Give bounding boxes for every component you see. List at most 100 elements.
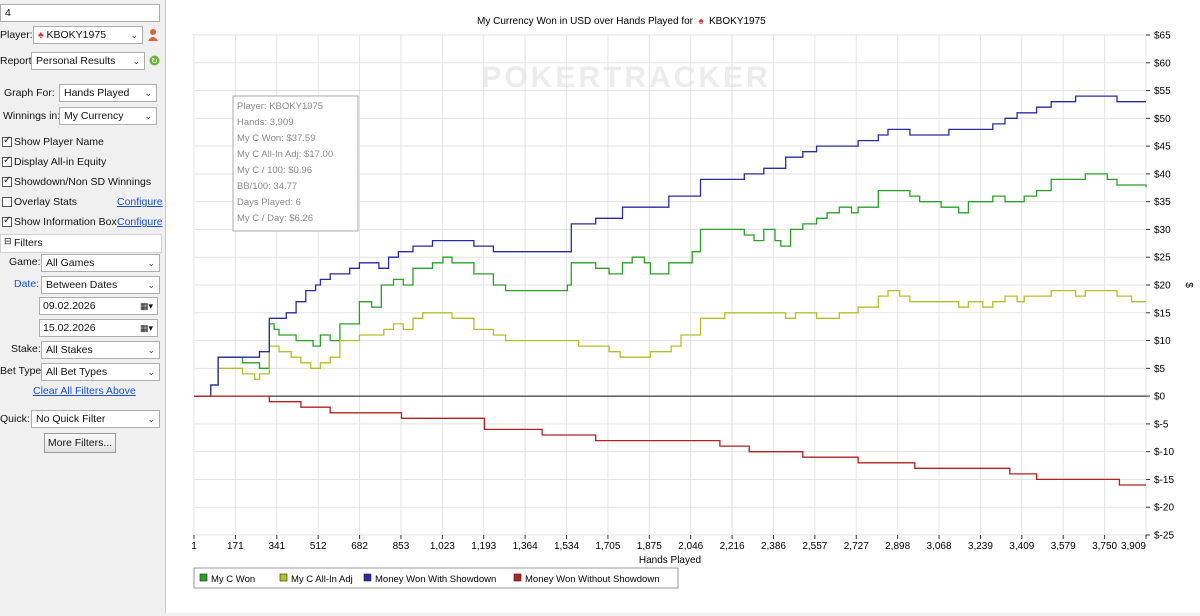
calendar-icon[interactable]: ▦▾	[139, 301, 153, 311]
checkbox[interactable]	[2, 135, 12, 147]
chevron-down-icon: ⌄	[132, 56, 140, 66]
y-tick-label: $-5	[1154, 419, 1169, 430]
legend-swatch	[279, 573, 288, 582]
configure-overlay-link[interactable]: Configure	[117, 196, 163, 208]
chart-legend: My C Won My C All-In Adj Money Won With Sh…	[193, 567, 679, 589]
checkbox-showdown-winnings[interactable]: Showdown/Non SD Winnings	[0, 172, 165, 192]
x-axis-label: Hands Played	[639, 555, 701, 566]
x-tick-label: 3,409	[1009, 541, 1034, 552]
winnings-value: My Currency	[64, 110, 124, 122]
checkbox-overlay-stats[interactable]: Overlay Stats Configure	[0, 192, 165, 212]
information-box[interactable]: Player: KBOKY1975 Hands: 3,909 My C Won: $…	[232, 95, 359, 232]
graph-for-select[interactable]: Hands Played ⌄	[59, 84, 157, 102]
spade-title-icon: ♠	[698, 16, 704, 27]
x-tick-label: 1,875	[637, 541, 662, 552]
quick-filter-value: No Quick Filter	[36, 413, 106, 425]
x-tick-label: 341	[268, 541, 285, 552]
chevron-down-icon: ⌄	[147, 280, 155, 290]
series-line-0	[194, 173, 1147, 397]
collapse-icon[interactable]: ⊟	[4, 236, 12, 246]
checkbox[interactable]	[2, 155, 12, 167]
bet-type-label: Bet Type:	[0, 365, 45, 377]
report-select[interactable]: Personal Results ⌄	[31, 52, 145, 70]
checkbox[interactable]	[2, 175, 12, 187]
y-tick-label: $55	[1154, 86, 1171, 97]
report-select-value: Personal Results	[36, 55, 116, 67]
x-tick-label: 1,364	[513, 541, 538, 552]
info-box-line: My C All-In Adj: $17.00	[237, 149, 333, 160]
x-tick-label: 2,046	[678, 541, 703, 552]
checkbox-label: Show Information Box	[14, 216, 117, 228]
filters-header[interactable]: ⊟ Filters	[0, 234, 162, 253]
more-filters-button[interactable]: More Filters...	[44, 433, 116, 453]
chevron-down-icon: ⌄	[144, 88, 152, 98]
y-tick-label: $-25	[1154, 531, 1174, 542]
legend-swatch	[199, 573, 208, 582]
y-tick-label: $35	[1154, 197, 1171, 208]
legend-swatch	[363, 573, 372, 582]
user-icon[interactable]	[147, 28, 159, 42]
info-box-line: My C Won: $37.59	[237, 133, 316, 144]
configure-infobox-link[interactable]: Configure	[117, 216, 163, 228]
x-tick-label: 2,216	[720, 541, 745, 552]
x-tick-label: 2,557	[802, 541, 827, 552]
checkbox[interactable]	[2, 197, 12, 207]
top-input[interactable]: 4	[0, 4, 160, 22]
info-box-line: My C / 100: $0.96	[237, 165, 312, 176]
x-tick-label: 1,705	[595, 541, 620, 552]
chart-title: My Currency Won in USD over Hands Played…	[477, 16, 694, 27]
quick-label: Quick:	[0, 413, 30, 425]
y-tick-label: $25	[1154, 253, 1171, 264]
refresh-icon[interactable]: ↻	[149, 55, 160, 69]
y-tick-label: $30	[1154, 225, 1171, 236]
winnings-label: Winnings in:	[3, 110, 61, 122]
clear-filters-link[interactable]: Clear All Filters Above	[33, 385, 136, 397]
winnings-select[interactable]: My Currency ⌄	[59, 107, 157, 125]
checkbox-display-allin-equity[interactable]: Display All-in Equity	[0, 152, 165, 172]
player-select[interactable]: ♠ KBOKY1975 ⌄	[33, 26, 143, 44]
date-select[interactable]: Between Dates ⌄	[41, 276, 160, 294]
date-to-input[interactable]: 15.02.2026 ▦▾	[39, 319, 158, 337]
checkbox-show-information-box[interactable]: Show Information Box Configure	[0, 212, 165, 232]
chevron-down-icon: ⌄	[147, 367, 155, 377]
bet-type-value: All Bet Types	[46, 366, 108, 378]
filters-label: Filters	[14, 237, 43, 249]
series-layer	[194, 95, 1147, 486]
y-tick-label: $20	[1154, 281, 1171, 292]
checkbox[interactable]	[2, 215, 12, 227]
y-tick-label: $40	[1154, 169, 1171, 180]
y-tick-label: $5	[1154, 364, 1166, 375]
y-tick-label: $65	[1154, 31, 1171, 42]
game-select[interactable]: All Games ⌄	[41, 254, 160, 272]
chevron-down-icon: ⌄	[130, 30, 138, 40]
graph-area: My Currency Won in USD over Hands Played…	[166, 0, 1200, 613]
x-tick-label: 1,534	[554, 541, 579, 552]
y-tick-label: $10	[1154, 336, 1171, 347]
info-box-frame	[232, 95, 359, 232]
x-tick-label: 171	[227, 541, 244, 552]
svg-text:↻: ↻	[151, 57, 158, 66]
checkbox-show-player-name[interactable]: Show Player Name	[0, 132, 165, 152]
x-tick-label: 1,023	[430, 541, 455, 552]
y-tick-label: $15	[1154, 308, 1171, 319]
checkbox-label: Showdown/Non SD Winnings	[14, 176, 152, 188]
chevron-down-icon: ⌄	[144, 111, 152, 121]
x-tick-label: 2,386	[761, 541, 786, 552]
player-select-value: KBOKY1975	[46, 29, 107, 41]
x-tick-label: 682	[351, 541, 368, 552]
chart-title-player: KBOKY1975	[709, 16, 766, 27]
x-tick-label: 2,727	[844, 541, 869, 552]
bet-type-select[interactable]: All Bet Types ⌄	[41, 363, 160, 381]
date-from-input[interactable]: 09.02.2026 ▦▾	[39, 297, 158, 315]
y-axis: $65 $60 $55 $50 $45 $40 $35 $30 $25 $20 $15 $10 $5 $0…	[1146, 31, 1174, 542]
results-chart: My Currency Won in USD over Hands Played…	[191, 16, 1194, 589]
stake-select[interactable]: All Stakes ⌄	[41, 341, 160, 359]
calendar-icon[interactable]: ▦▾	[139, 323, 153, 333]
quick-filter-select[interactable]: No Quick Filter ⌄	[31, 410, 160, 428]
legend-label: Money Won With Showdown	[375, 574, 496, 585]
player-label: Player:	[0, 29, 33, 41]
legend-label: My C Won	[211, 574, 255, 585]
series-line-1	[194, 289, 1146, 397]
y-tick-label: $60	[1154, 58, 1171, 69]
y-tick-label: $0	[1154, 392, 1166, 403]
